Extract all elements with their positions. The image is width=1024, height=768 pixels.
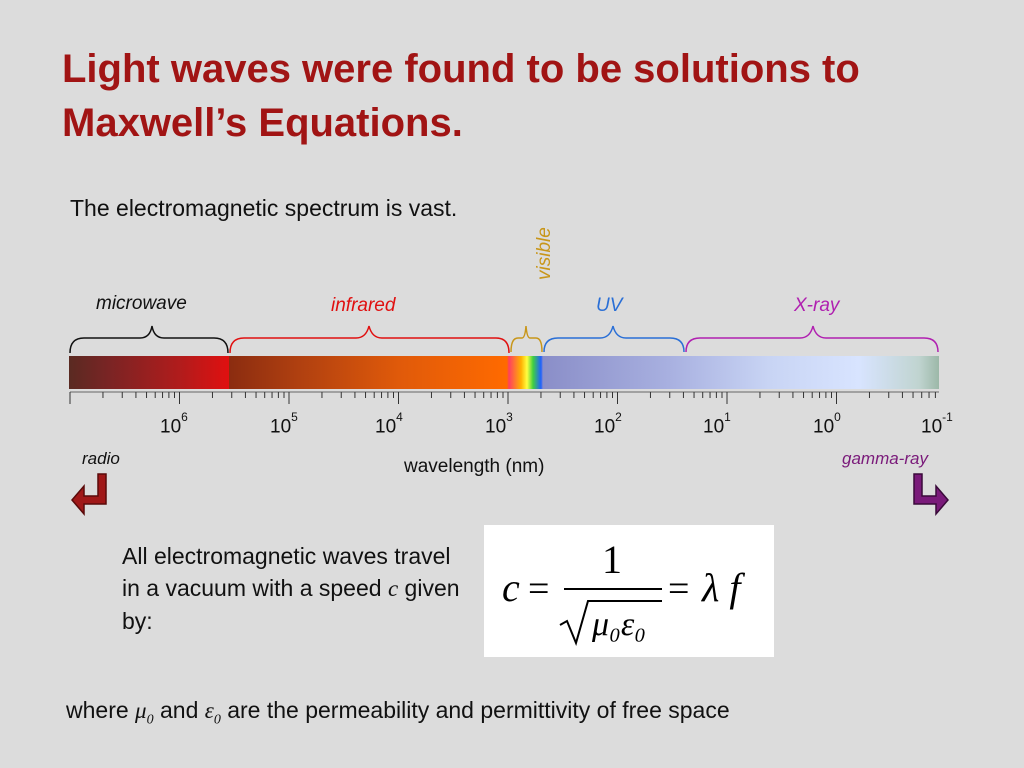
formula-eq-1: =	[528, 568, 549, 610]
mu-symbol: μ0	[135, 698, 154, 728]
band-label-uv: UV	[596, 295, 623, 316]
tick-label: 102	[594, 410, 622, 438]
formula-eq-2: =	[668, 568, 689, 610]
spectrum-bar	[69, 356, 939, 389]
footnote-rest: are the permeability and permittivity of…	[227, 697, 730, 723]
brace-microwave	[69, 325, 229, 354]
slide-title: Light waves were found to be solutions t…	[62, 47, 860, 145]
formula-denominator: μ₀ε₀	[591, 606, 646, 643]
speed-text-2: given by:	[122, 575, 460, 634]
gamma-ray-arrow-icon	[913, 473, 949, 517]
formula-rhs: λ f	[701, 565, 745, 610]
tick-label: 106	[160, 410, 188, 438]
footnote-and: and	[159, 697, 199, 723]
radio-arrow-icon	[71, 473, 107, 517]
tick-label: 100	[813, 410, 841, 438]
c-symbol: c	[387, 576, 399, 601]
footnote-where: where	[66, 697, 129, 723]
slide-subtitle: The electromagnetic spectrum is vast.	[70, 195, 458, 221]
tick-label: 103	[485, 410, 513, 438]
speed-formula: c = 1 μ₀ε₀ = λ f	[502, 537, 745, 647]
brace-visible	[510, 325, 543, 353]
formula-numerator: 1	[602, 537, 622, 582]
brace-infrared	[229, 325, 510, 354]
brace-uv	[543, 325, 685, 353]
band-label-microwave: microwave	[96, 293, 187, 314]
band-label-xray: X-ray	[794, 295, 840, 316]
sqrt-symbol	[559, 600, 662, 647]
band-label-infrared: infrared	[331, 295, 396, 316]
axis-title: wavelength (nm)	[404, 456, 545, 477]
band-braces	[69, 325, 939, 354]
formula-lhs: c	[502, 565, 520, 610]
tick-label: 105	[270, 410, 298, 438]
formula-box: c = 1 μ₀ε₀ = λ f	[484, 525, 774, 657]
gamma-ray-label: gamma-ray	[842, 449, 928, 468]
epsilon-symbol: ε0	[204, 698, 221, 728]
tick-label: 10-1	[921, 410, 953, 438]
tick-label: 104	[375, 410, 403, 438]
speed-description: All electromagnetic waves travel in a va…	[122, 540, 472, 637]
brace-xray	[685, 325, 939, 353]
radio-label: radio	[82, 449, 120, 468]
wavelength-axis	[69, 391, 939, 404]
footnote: where μ0 and ε0 are the permeability and…	[66, 697, 730, 729]
speed-text-1: All electromagnetic waves travel in a va…	[122, 543, 451, 601]
tick-label: 101	[703, 410, 731, 438]
